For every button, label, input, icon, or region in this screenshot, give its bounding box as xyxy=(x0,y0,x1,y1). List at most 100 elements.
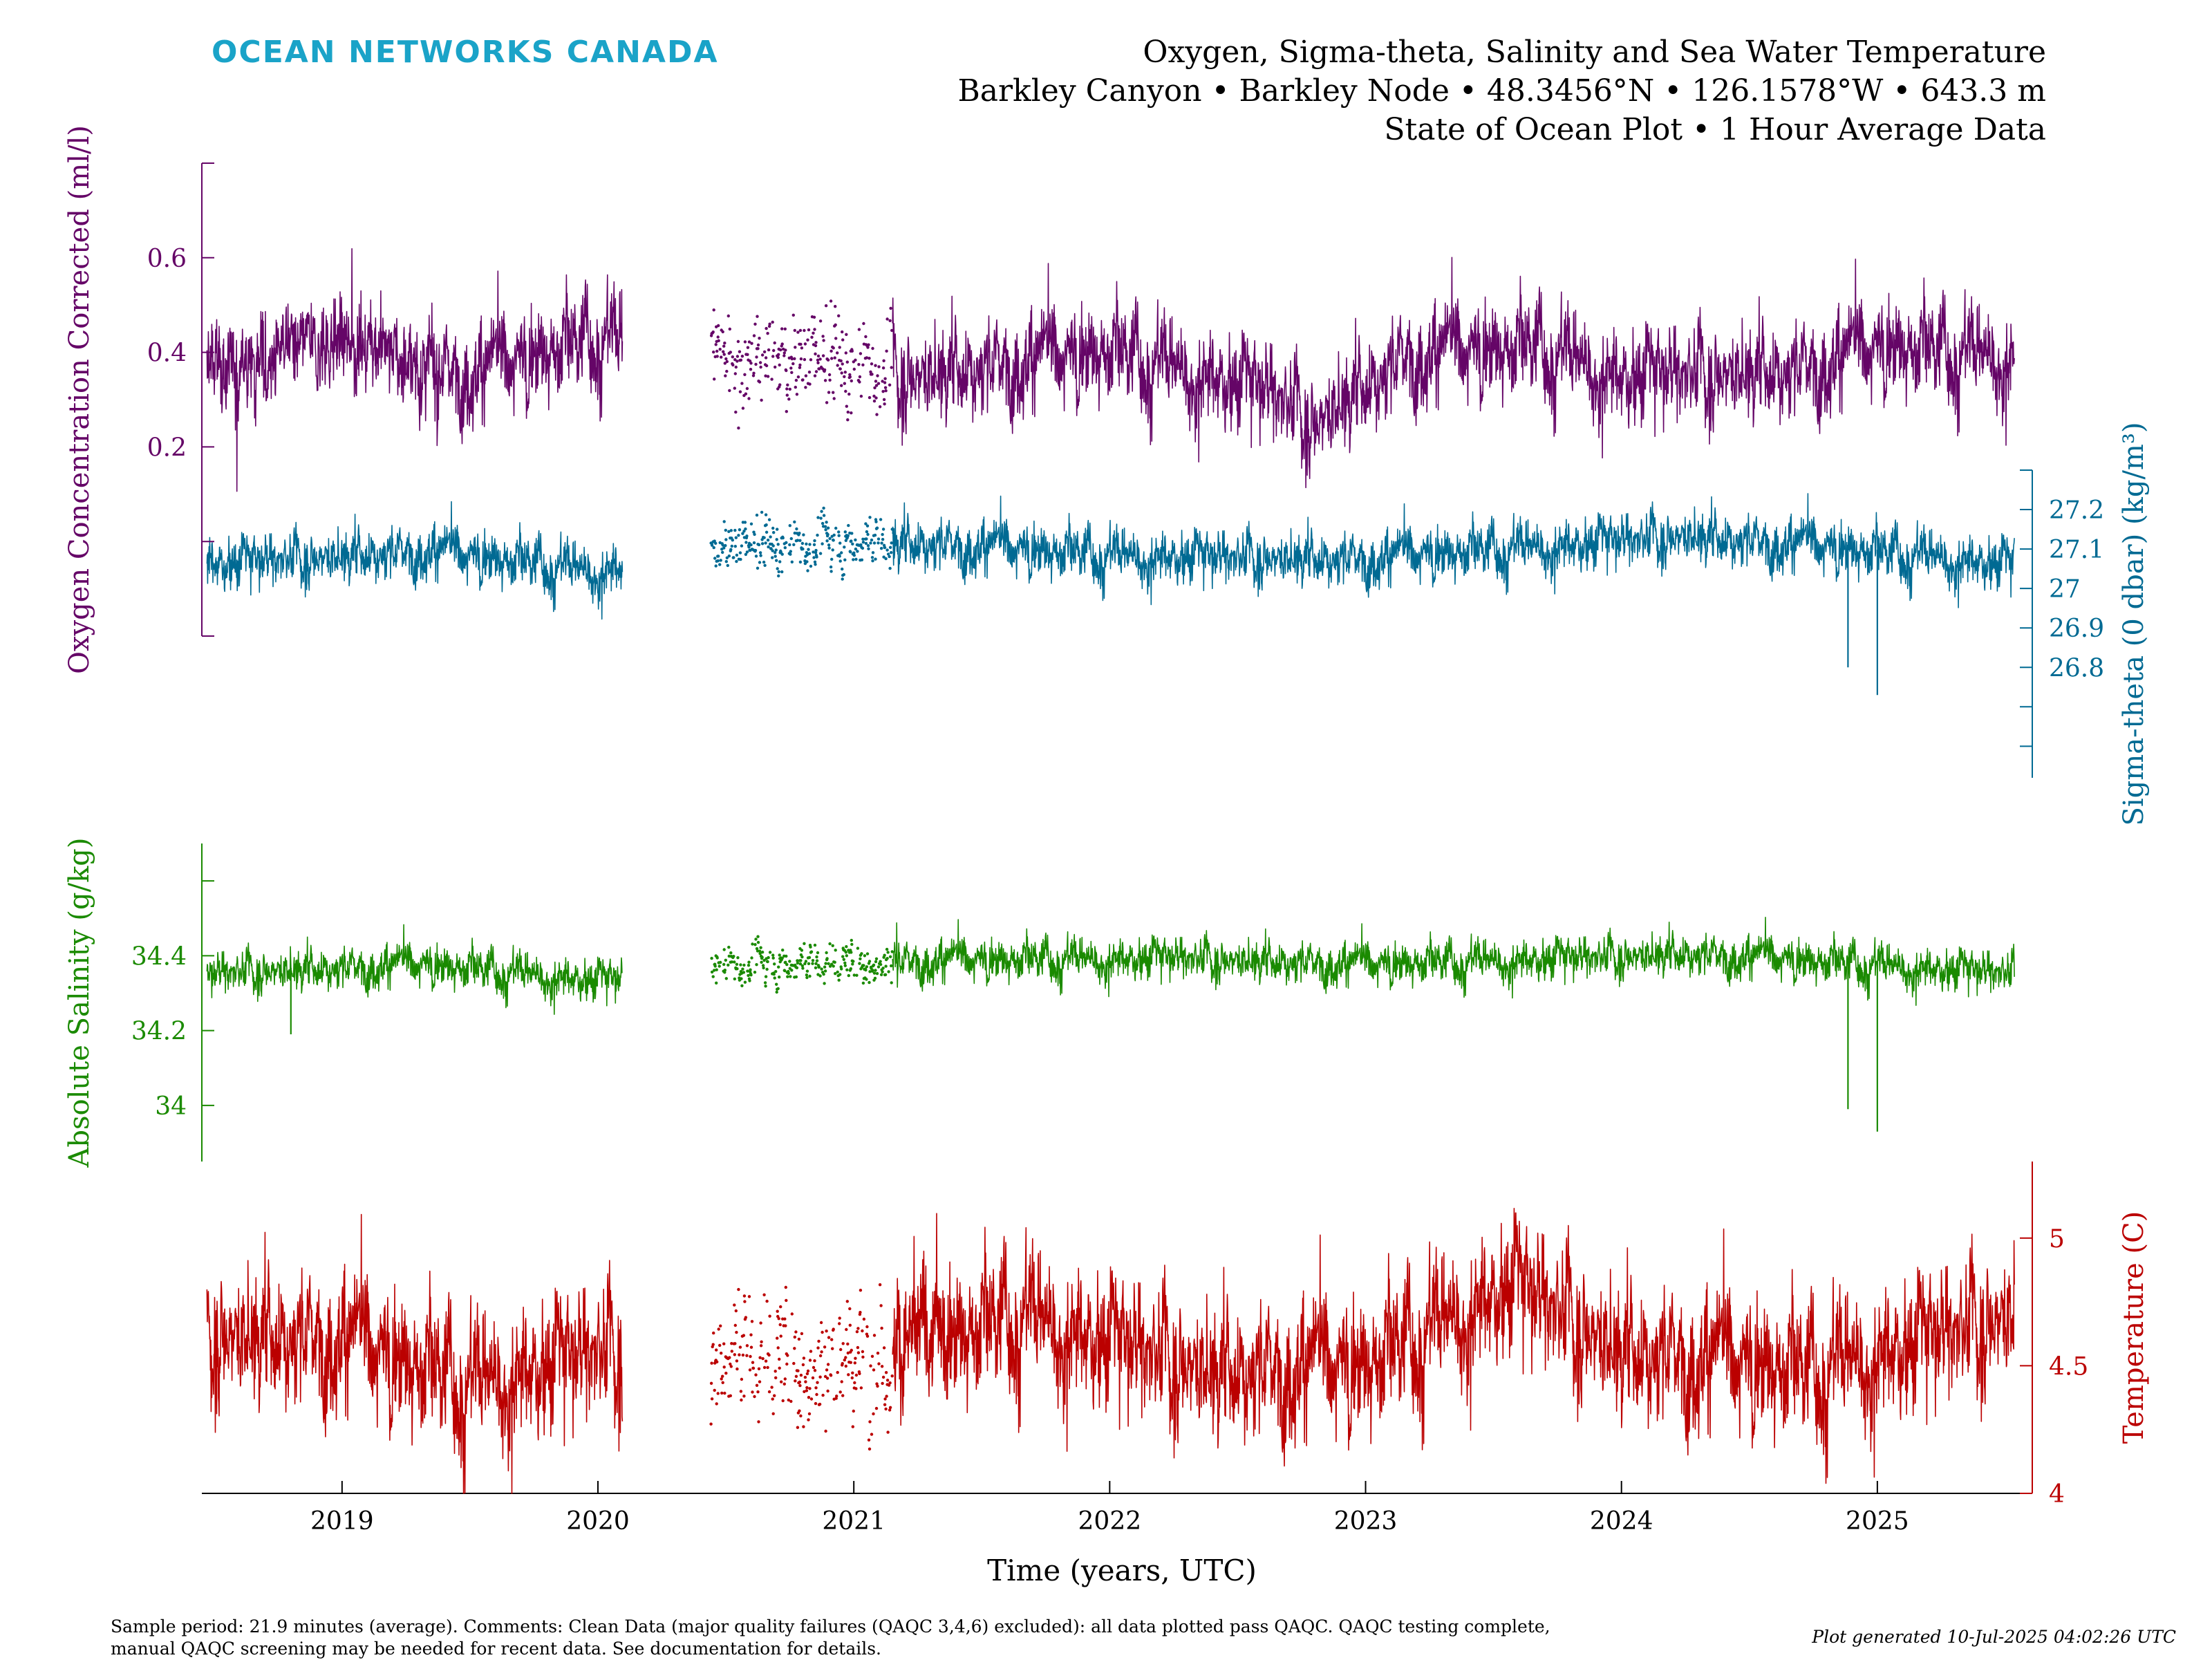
chart-title-line-3: State of Ocean Plot • 1 Hour Average Dat… xyxy=(1384,112,2046,147)
oxygen-point xyxy=(846,410,850,414)
temperature-point xyxy=(717,1327,720,1331)
sigma-point xyxy=(826,526,830,530)
temperature-point xyxy=(796,1369,800,1372)
salinity-point xyxy=(868,980,871,985)
sigma-series xyxy=(206,493,2015,696)
sigma-point xyxy=(852,551,856,554)
sigma-point xyxy=(759,554,762,557)
oxygen-point xyxy=(869,370,872,374)
oxygen-point xyxy=(780,342,784,346)
temperature-point xyxy=(801,1363,805,1367)
salinity-point xyxy=(836,970,839,974)
oxygen-point xyxy=(834,323,837,327)
temperature-point xyxy=(794,1379,797,1383)
temperature-point xyxy=(710,1397,714,1401)
salinity-point xyxy=(879,973,883,977)
temperature-point xyxy=(851,1371,854,1375)
salinity-point xyxy=(732,955,735,958)
sigma-point xyxy=(731,539,735,542)
oxygen-point xyxy=(867,343,870,346)
salinity-point xyxy=(753,971,757,974)
sigma-point xyxy=(738,551,742,554)
salinity-point xyxy=(865,965,869,969)
oxygen-point xyxy=(836,364,839,367)
sigma-point xyxy=(815,555,818,559)
salinity-point xyxy=(724,977,729,980)
salinity-point xyxy=(785,954,788,958)
temperature-point xyxy=(867,1438,871,1442)
sigma-point xyxy=(727,554,731,558)
salinity-point xyxy=(722,948,726,951)
salinity-point xyxy=(885,947,889,951)
oxygen-point xyxy=(720,355,723,359)
temperature-point xyxy=(755,1383,759,1388)
oxygen-point xyxy=(818,357,822,361)
salinity-point xyxy=(751,942,754,946)
salinity-tick-label: 34.2 xyxy=(131,1018,187,1046)
oxygen-point xyxy=(857,328,861,331)
sigma-point xyxy=(756,566,760,570)
temperature-point xyxy=(812,1365,816,1370)
temperature-point xyxy=(781,1399,785,1403)
temperature-point xyxy=(773,1394,776,1397)
oxygen-point xyxy=(731,355,735,359)
oxygen-point xyxy=(767,348,771,352)
temperature-point xyxy=(742,1395,746,1398)
oxygen-point xyxy=(718,348,722,351)
salinity-point xyxy=(774,970,778,973)
sigma-point xyxy=(712,545,715,550)
oxygen-point xyxy=(850,411,853,415)
sigma-point xyxy=(721,550,724,554)
salinity-point xyxy=(805,969,809,973)
oxygen-point xyxy=(758,380,762,384)
salinity-point xyxy=(749,968,752,971)
oxygen-point xyxy=(841,330,844,334)
oxygen-point xyxy=(852,367,856,371)
temperature-point xyxy=(885,1395,888,1398)
x-tick-label: 2022 xyxy=(1078,1507,1142,1536)
sigma-point xyxy=(812,543,816,546)
salinity-point xyxy=(800,964,805,968)
sigma-point xyxy=(841,577,844,581)
salinity-point xyxy=(834,972,837,976)
salinity-point xyxy=(814,962,818,966)
temperature-point xyxy=(859,1289,863,1292)
salinity-axis-title: Absolute Salinity (g/kg) xyxy=(64,837,95,1168)
salinity-point xyxy=(890,950,894,953)
temperature-point xyxy=(815,1392,818,1397)
sigma-point xyxy=(737,534,740,537)
salinity-point xyxy=(860,952,863,955)
oxygen-point xyxy=(826,358,830,362)
temperature-point xyxy=(856,1327,860,1330)
temperature-point xyxy=(855,1330,859,1334)
temperature-point xyxy=(808,1387,812,1390)
salinity-point xyxy=(789,975,792,978)
oxygen-point xyxy=(711,330,715,334)
oxygen-point xyxy=(859,352,863,355)
oxygen-point xyxy=(760,353,765,357)
sigma-point xyxy=(795,527,798,531)
temperature-tick-label: 4 xyxy=(2049,1480,2065,1509)
oxygen-point xyxy=(807,328,811,332)
salinity-point xyxy=(719,960,722,964)
temperature-point xyxy=(836,1370,839,1374)
temperature-point xyxy=(886,1430,890,1434)
temperature-point xyxy=(816,1381,819,1384)
sigma-point xyxy=(812,556,816,559)
salinity-point xyxy=(852,960,855,963)
temperature-point xyxy=(802,1356,806,1360)
salinity-point xyxy=(766,960,769,964)
temperature-point xyxy=(805,1389,809,1392)
temperature-point xyxy=(813,1359,816,1363)
oxygen-point xyxy=(884,389,888,393)
temperature-point xyxy=(838,1390,842,1394)
oxygen-point xyxy=(830,349,833,353)
oxygen-series xyxy=(206,248,2015,492)
oxygen-point xyxy=(796,330,800,334)
sigma-point xyxy=(771,549,774,552)
salinity-point xyxy=(749,973,753,977)
oxygen-y-axis: 0.2 0.4 0.6 Oxygen Concentration Corrected … xyxy=(64,125,214,674)
oxygen-point xyxy=(739,358,743,362)
salinity-point xyxy=(746,969,749,973)
oxygen-point xyxy=(770,377,774,381)
